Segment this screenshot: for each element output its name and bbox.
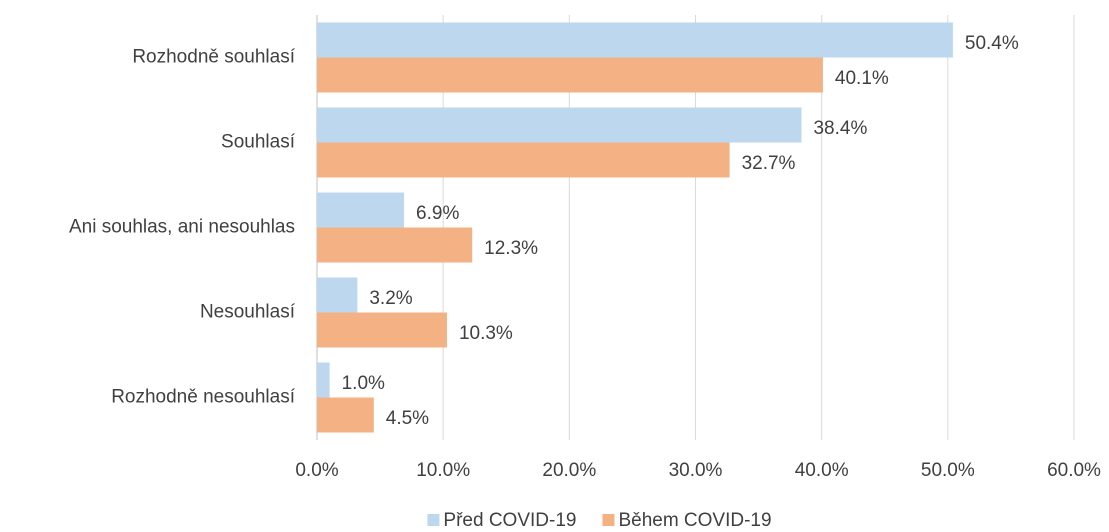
bar	[317, 57, 823, 93]
legend-label: Během COVID-19	[618, 510, 771, 531]
legend-swatch	[427, 514, 440, 526]
bar	[317, 22, 953, 58]
bar	[317, 107, 802, 143]
data-label: 3.2%	[369, 288, 412, 309]
bar	[317, 227, 473, 263]
y-tick-label: Ani souhlas, ani nesouhlas	[69, 217, 295, 238]
data-label: 1.0%	[342, 373, 385, 394]
y-tick-label: Souhlasí	[221, 132, 296, 153]
x-tick-label: 40.0%	[795, 460, 849, 481]
x-tick-label: 50.0%	[921, 460, 975, 481]
data-label: 40.1%	[835, 68, 889, 89]
x-tick-label: 60.0%	[1047, 460, 1101, 481]
bar	[317, 142, 730, 178]
data-label: 4.5%	[386, 408, 429, 429]
legend-swatch	[602, 514, 615, 526]
data-label: 50.4%	[965, 33, 1019, 54]
data-label: 32.7%	[742, 153, 796, 174]
y-tick-label: Rozhodně souhlasí	[132, 47, 295, 68]
bar	[317, 192, 405, 228]
bar	[317, 397, 374, 433]
y-tick-label: Nesouhlasí	[200, 302, 296, 323]
bar	[317, 312, 447, 348]
x-tick-label: 0.0%	[295, 460, 338, 481]
bar	[317, 362, 330, 398]
data-label: 6.9%	[416, 203, 459, 224]
legend-label: Před COVID-19	[443, 510, 576, 531]
data-label: 10.3%	[459, 323, 513, 344]
data-label: 12.3%	[484, 238, 538, 259]
y-tick-label: Rozhodně nesouhlasí	[111, 387, 296, 408]
x-tick-label: 30.0%	[669, 460, 723, 481]
bar	[317, 277, 358, 313]
x-tick-label: 10.0%	[416, 460, 470, 481]
x-tick-label: 20.0%	[542, 460, 596, 481]
data-label: 38.4%	[813, 118, 867, 139]
